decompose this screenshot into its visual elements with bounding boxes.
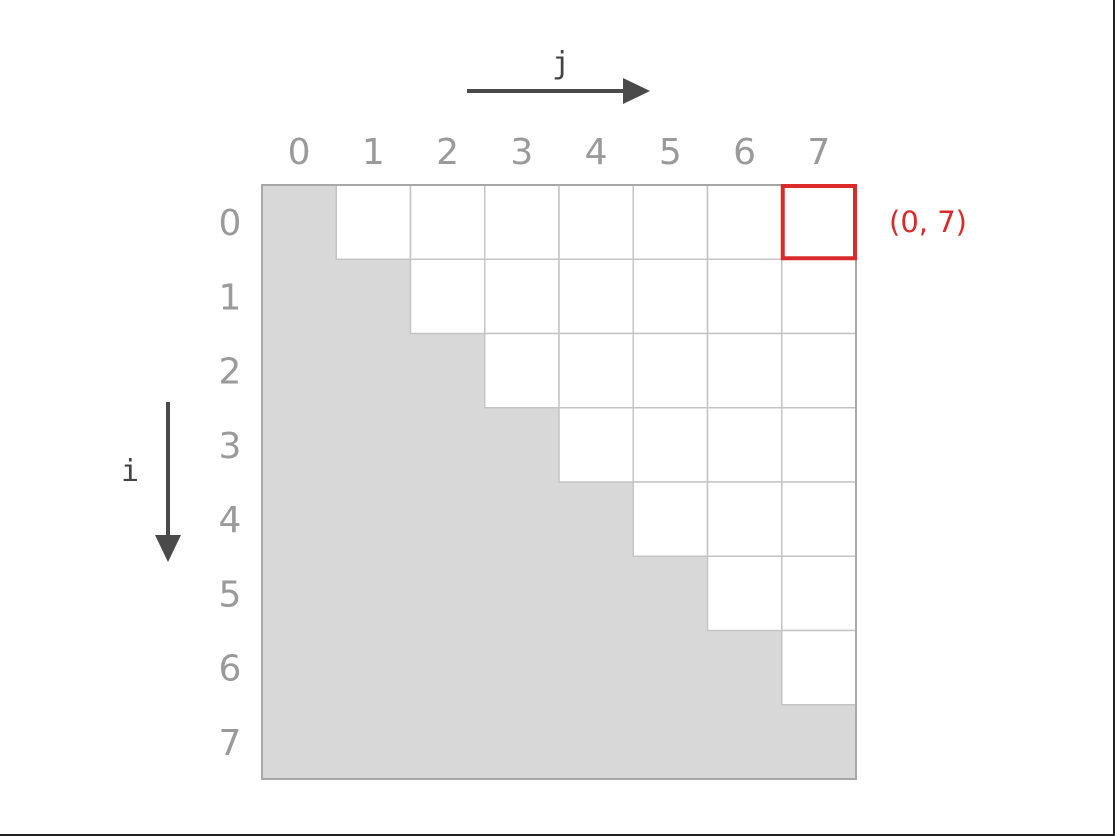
row-label: 7 [219, 723, 242, 764]
matrix-cell-4-6 [706, 481, 783, 557]
matrix-cell-6-7 [781, 629, 857, 706]
matrix-cell-2-7 [781, 332, 857, 409]
matrix-cell-3-5 [632, 407, 709, 483]
row-label: 0 [219, 203, 242, 244]
matrix-cell-2-4 [558, 332, 634, 409]
row-label: 5 [219, 574, 242, 615]
matrix-cell-5-6 [706, 555, 783, 632]
column-labels: 0 1 2 3 4 5 6 7 [288, 132, 831, 173]
column-label: 5 [659, 132, 682, 173]
matrix-cell-1-5 [632, 258, 709, 335]
matrix-cell-1-2 [409, 258, 486, 335]
matrix-cell-1-4 [558, 258, 634, 335]
matrix-cell-0-4 [558, 184, 634, 260]
matrix-cell-4-5 [632, 481, 709, 557]
matrix-cell-0-1 [335, 184, 412, 260]
matrix-cell-2-5 [632, 332, 709, 409]
row-labels: 0 1 2 3 4 5 6 7 [219, 203, 242, 764]
i-axis-label: i [121, 454, 139, 489]
j-axis-label: j [552, 46, 570, 81]
matrix-cell-1-7 [781, 258, 857, 335]
column-label: 4 [585, 132, 608, 173]
column-label: 7 [807, 132, 830, 173]
matrix-cell-5-7 [781, 555, 857, 632]
matrix-cell-0-6 [706, 184, 783, 260]
row-label: 6 [219, 649, 242, 690]
matrix-cell-3-7 [781, 407, 857, 483]
matrix-cell-2-6 [706, 332, 783, 409]
row-label: 2 [219, 352, 242, 393]
matrix-border [261, 184, 857, 780]
column-label: 0 [288, 132, 311, 173]
matrix-cell-4-7 [781, 481, 857, 557]
column-label: 6 [733, 132, 756, 173]
row-label: 4 [219, 500, 242, 541]
matrix-cell-3-4 [558, 407, 634, 483]
i-arrow [155, 402, 181, 562]
row-label: 1 [219, 277, 242, 318]
j-arrow [467, 78, 650, 104]
highlight-cell-label: (0, 7) [889, 205, 967, 239]
matrix-cell-1-6 [706, 258, 783, 335]
row-label: 3 [219, 426, 242, 467]
matrix-cell-0-7 [781, 184, 857, 260]
matrix-cell-3-6 [706, 407, 783, 483]
matrix-cells [261, 184, 857, 780]
column-label: 3 [510, 132, 533, 173]
matrix-cell-0-5 [632, 184, 709, 260]
matrix-cell-0-2 [409, 184, 486, 260]
column-label: 1 [362, 132, 385, 173]
matrix-cell-1-3 [484, 258, 560, 335]
matrix-cell-2-3 [484, 332, 560, 409]
column-label: 2 [436, 132, 459, 173]
highlight-cell [780, 184, 857, 261]
matrix-cell-0-3 [484, 184, 560, 260]
